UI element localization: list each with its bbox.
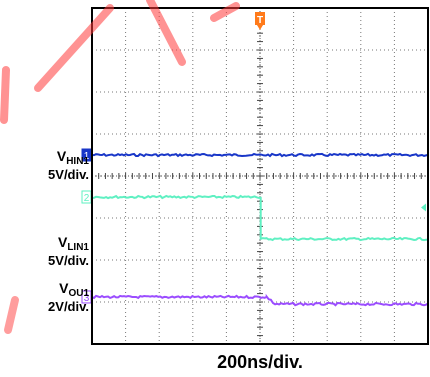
trace-channel-1 [91,152,429,158]
trace-layer: 1 2 3 [81,148,429,307]
channel-1-label-sub: HIN1 [66,156,89,167]
trace-channel-3 [91,293,429,307]
channel-2-scale: 5V/div. [48,253,89,268]
channel-2-label: VLIN1 5V/div. [4,234,89,268]
channel-1-scale: 5V/div. [48,167,89,182]
trace-channel-2 [91,194,429,242]
channel-2-label-sub: LIN1 [67,242,89,253]
channel-3-label-main: V [59,280,69,296]
x-axis-division-label: 200ns/div. [217,352,303,372]
channel-1-label-main: V [56,148,67,164]
plot-grid [91,7,429,345]
channel-marker-number: 3 [84,293,90,304]
trigger-level-arrow [421,203,426,212]
channel-3-scale: 2V/div. [48,299,89,314]
channel-3-label: VOU1 2V/div. [4,280,89,314]
channel-3-label-sub: OU1 [68,288,89,299]
channel-marker-number: 1 [84,151,90,162]
channel-2-label-main: V [57,234,68,250]
marker-layer: T [255,12,426,212]
trigger-marker-box [255,12,265,25]
channel-2-marker: 2 [81,190,92,204]
trigger-marker-tip [257,25,263,30]
channel-marker-number: 2 [84,193,90,204]
channel-1-label: VHIN1 5V/div. [4,148,89,182]
plot-frame [91,7,429,345]
trigger-marker-label: T [257,15,263,26]
